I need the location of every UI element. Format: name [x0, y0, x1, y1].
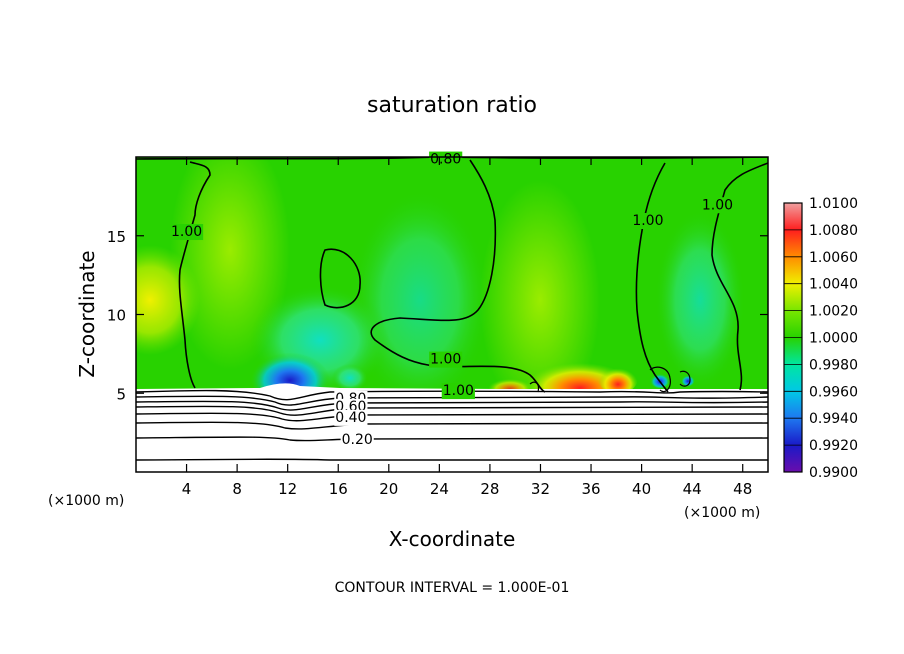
- x-tick-label: 24: [430, 480, 449, 498]
- x-tick-label: 48: [733, 480, 752, 498]
- x-axis: 4 8 12 16 20 24 28 32 36 40 44 48: [182, 157, 752, 498]
- colorbar-band: [784, 310, 802, 338]
- field-blob: [598, 362, 638, 394]
- contour-label-bg: [429, 351, 463, 368]
- contour-label-bg: [340, 431, 374, 448]
- x-tick-label: 12: [278, 480, 297, 498]
- x-tick-label: 32: [531, 480, 550, 498]
- contour-label-bg: [631, 213, 665, 229]
- colorbar-label: 0.9980: [809, 357, 858, 373]
- colorbar-band: [784, 337, 802, 365]
- boundary-layer: [136, 383, 768, 472]
- colorbar-label: 1.0020: [809, 304, 858, 320]
- x-unit-right: (×1000 m): [684, 505, 760, 521]
- contour-label: 0.40: [335, 410, 366, 426]
- x-tick-label: 4: [182, 480, 192, 498]
- y-tick-label: 10: [107, 307, 126, 325]
- x-axis-label: X-coordinate: [389, 527, 516, 551]
- contour-label: 1.00: [171, 224, 202, 240]
- colorbar-label: 1.0100: [809, 196, 858, 212]
- colorbar: 0.9900 0.9920 0.9940 0.9960 0.9980 1.0000 1.00…: [783, 196, 858, 481]
- plot-area: [136, 157, 768, 472]
- x-unit-left: (×1000 m): [48, 493, 124, 509]
- field-blob: [650, 372, 670, 388]
- x-tick-label: 8: [232, 480, 242, 498]
- contour-label: 0.20: [342, 432, 373, 448]
- surface-contours: [529, 366, 691, 393]
- contour-label-bg: [169, 224, 204, 241]
- colorbar-label: 0.9940: [809, 411, 858, 427]
- colorbar-label: 0.9920: [809, 438, 858, 454]
- field-blob: [681, 374, 695, 386]
- y-axis: 5 10 15: [107, 228, 768, 403]
- x-tick-label: 44: [683, 480, 702, 498]
- contour-label: 1.00: [632, 213, 663, 229]
- x-tick-label: 16: [329, 480, 348, 498]
- colorbar-band: [784, 445, 802, 472]
- y-tick-label: 5: [116, 385, 126, 403]
- chart-title: saturation ratio: [367, 93, 537, 118]
- contour-label-bg: [441, 383, 475, 400]
- colorbar-label: 1.0080: [809, 223, 858, 239]
- contour-label-bg: [334, 409, 368, 426]
- colorbar-band: [784, 283, 802, 311]
- contour-label: 1.00: [443, 383, 474, 399]
- colorbar-band: [784, 203, 802, 230]
- x-tick-label: 40: [632, 480, 651, 498]
- colorbar-band: [784, 391, 802, 419]
- colorbar-label: 1.0000: [809, 331, 858, 347]
- x-tick-label: 28: [480, 480, 499, 498]
- y-tick-label: 15: [107, 228, 126, 246]
- field-blob: [655, 210, 745, 390]
- colorbar-band: [784, 229, 802, 257]
- x-tick-label: 36: [581, 480, 600, 498]
- colorbar-label: 0.9900: [809, 465, 858, 481]
- colorbar-label: 1.0040: [809, 277, 858, 293]
- colorbar-band: [784, 364, 802, 392]
- colorbar-label: 0.9960: [809, 384, 858, 400]
- contour-label-bg: [700, 197, 735, 214]
- contour-label: 1.00: [430, 352, 461, 368]
- contour-label: 0.80: [430, 152, 461, 168]
- colorbar-label: 1.0060: [809, 250, 858, 266]
- colorbar-band: [784, 256, 802, 284]
- y-axis-label: Z-coordinate: [75, 250, 99, 377]
- contour-label-bg: [429, 151, 463, 168]
- field-blob: [332, 364, 368, 392]
- contour-label: 1.00: [702, 197, 733, 213]
- contour-interval-note: CONTOUR INTERVAL = 1.000E-01: [335, 580, 570, 596]
- contour-labels: 0.801.001.001.001.001.000.800.600.400.20: [169, 151, 735, 448]
- x-tick-label: 20: [379, 480, 398, 498]
- colorbar-band: [784, 418, 802, 446]
